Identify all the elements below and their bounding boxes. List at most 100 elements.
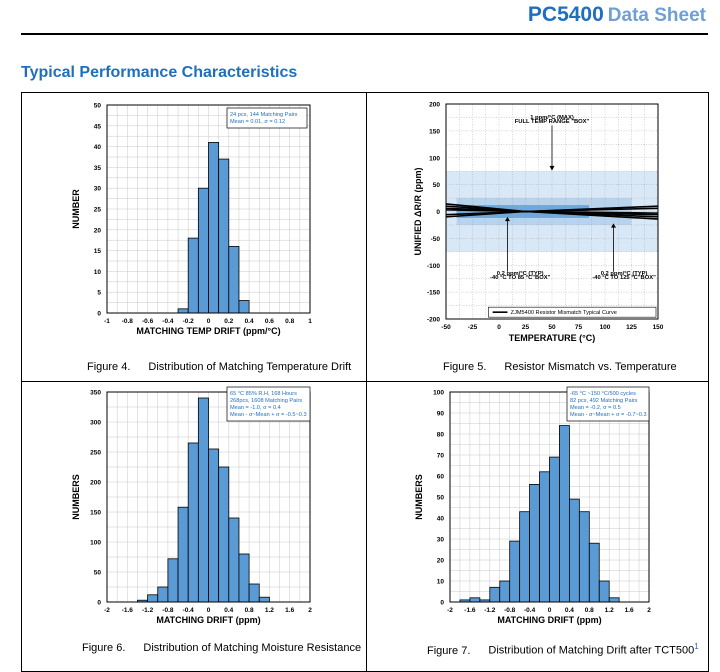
y-tick-label: 100 — [90, 540, 101, 547]
histogram-bar — [608, 597, 620, 603]
figure-6-cell: -2 -1.6 -1.2 -0.8 -0.4 0 0.4 0.8 1.2 1.6 2 0 50 100 15… — [22, 382, 366, 672]
legend-box — [566, 386, 650, 422]
y-axis-label: NUMBERS — [414, 474, 424, 520]
x-tick-label: 0 — [207, 607, 211, 614]
header-rule — [21, 33, 708, 35]
histogram-bar — [588, 542, 600, 603]
y-tick-label: 5 — [97, 290, 101, 297]
histogram-bar — [218, 158, 230, 314]
caption-number: Figure 6. — [82, 642, 126, 654]
plot-frame — [445, 103, 659, 320]
y-tick-label: 40 — [437, 516, 445, 523]
histogram-bar — [197, 187, 209, 314]
x-tick-label: 0 — [207, 318, 211, 325]
figure-7-caption: Figure 7. Distribution of Matching Drift … — [427, 642, 699, 657]
histogram-bar — [208, 142, 220, 314]
x-tick-label: 100 — [600, 324, 611, 331]
footnote-marker: 1 — [694, 642, 699, 651]
x-tick-label: -1.6 — [122, 607, 134, 614]
x-tick-label: 0.4 — [224, 607, 233, 614]
x-tick-label: 0.4 — [565, 607, 574, 614]
y-tick-label: 10 — [94, 269, 102, 276]
caption-number: Figure 4. — [87, 361, 131, 373]
y-tick-label: 100 — [433, 390, 444, 397]
x-tick-label: 1.2 — [265, 607, 274, 614]
legend-text: 24 pcs, 144 Matching Pairs — [230, 112, 298, 118]
y-tick-label: -50 — [431, 236, 441, 243]
y-tick-label: -100 — [427, 263, 440, 270]
x-tick-label: -0.4 — [524, 607, 536, 614]
figure-6-chart: -2 -1.6 -1.2 -0.8 -0.4 0 0.4 0.8 1.2 1.6 2 0 50 100 15… — [71, 386, 312, 625]
legend-box — [226, 107, 308, 129]
x-tick-label: 0 — [548, 607, 552, 614]
histogram-bar — [568, 498, 580, 603]
x-tick-label: 0.4 — [245, 318, 254, 325]
y-tick-label: 200 — [90, 480, 101, 487]
legend-box — [488, 306, 657, 318]
x-tick-label: -1.6 — [464, 607, 476, 614]
y-tick-label: 200 — [429, 102, 440, 109]
histogram-bar — [519, 511, 530, 603]
y-tick-label: 150 — [429, 128, 440, 135]
x-tick-label: -2 — [104, 607, 110, 614]
legend-text: Mean = -0.2, σ = 0.5 — [570, 405, 621, 411]
y-tick-label: 100 — [429, 155, 440, 162]
y-tick-label: 300 — [90, 420, 101, 427]
y-tick-label: 10 — [437, 579, 445, 586]
figure-6-caption: Figure 6. Distribution of Matching Moistu… — [82, 642, 361, 654]
histogram-bar — [147, 594, 159, 603]
histogram-bar — [539, 471, 550, 603]
section-title: Typical Performance Characteristics — [21, 64, 298, 81]
annotation-text: 0.2 ppm/°C (TYP) — [601, 271, 648, 277]
histogram-bar — [187, 237, 199, 314]
y-axis-label: UNIFIED ΔR/R (ppm) — [413, 168, 423, 256]
histogram-bar — [598, 580, 610, 603]
figure-5-chart: -50 -25 0 25 50 75 100 125 150 200 150 100 50 0 -50 -10… — [413, 102, 664, 344]
y-tick-label: 30 — [94, 186, 102, 193]
caption-text: Distribution of Matching Drift after TCT… — [488, 644, 695, 657]
y-tick-label: -150 — [427, 290, 440, 297]
doc-title: PC5400 Data Sheet — [528, 3, 706, 27]
histogram-bar — [238, 300, 250, 314]
y-tick-label: -200 — [427, 317, 440, 324]
legend-text: 268pcs, 1608 Matching Pairs — [230, 398, 302, 404]
figure-grid: -1 -0.8 -0.6 -0.4 -0.2 0 0.2 0.4 0.6 0.8 1 0 5 10 15 20… — [21, 92, 709, 672]
x-tick-label: -0.8 — [162, 607, 174, 614]
x-tick-label: -0.8 — [504, 607, 516, 614]
caption-text: Distribution of Matching Temperature Dri… — [148, 361, 352, 373]
y-tick-label: 50 — [94, 103, 102, 110]
annotation-arrowhead — [549, 165, 555, 171]
y-tick-label: 20 — [94, 227, 102, 234]
histogram-bar — [177, 308, 189, 314]
y-tick-label: 0 — [436, 209, 440, 216]
grid-divider-vertical — [366, 93, 367, 671]
figure-7-cell: -2 -1.6 -1.2 -0.8 -0.4 0 0.4 0.8 1.2 1.6 2 0 10 20 30 4… — [367, 382, 709, 672]
histogram-bar — [578, 511, 590, 603]
legend-text: Mean - σ~Mean + σ = -0.5~0.3 — [230, 412, 307, 418]
x-tick-label: -1.2 — [484, 607, 496, 614]
caption-text: Distribution of Matching Moisture Resist… — [143, 642, 362, 654]
y-tick-label: 30 — [437, 537, 445, 544]
doc-type: Data Sheet — [607, 5, 706, 26]
y-tick-label: 350 — [90, 390, 101, 397]
histogram-bar — [549, 456, 560, 603]
figure-4-cell: -1 -0.8 -0.6 -0.4 -0.2 0 0.2 0.4 0.6 0.8 1 0 5 10 15 20… — [22, 93, 366, 381]
y-axis-label: NUMBERS — [71, 474, 81, 520]
histogram-bar — [228, 246, 240, 314]
x-tick-label: 0.6 — [265, 318, 274, 325]
x-tick-label: 1.6 — [285, 607, 294, 614]
plot-frame — [106, 391, 311, 603]
histogram-bar — [228, 517, 240, 603]
x-tick-label: -1.2 — [142, 607, 154, 614]
histogram-bar — [157, 586, 169, 603]
annotation-text: -40 °C TO 85 °C"BOX" — [490, 275, 551, 281]
y-tick-label: 90 — [437, 411, 445, 418]
y-tick-label: 0 — [97, 311, 101, 318]
legend-text: Mean = -1.0, σ = 0.4 — [230, 405, 281, 411]
histogram-bar — [248, 583, 260, 603]
legend-text: 82 pcs, 492 Matching Pairs — [570, 398, 638, 404]
y-tick-label: 40 — [94, 144, 102, 151]
histogram-bar — [509, 540, 521, 603]
histogram-bar — [559, 425, 570, 603]
y-tick-label: 60 — [437, 474, 445, 481]
